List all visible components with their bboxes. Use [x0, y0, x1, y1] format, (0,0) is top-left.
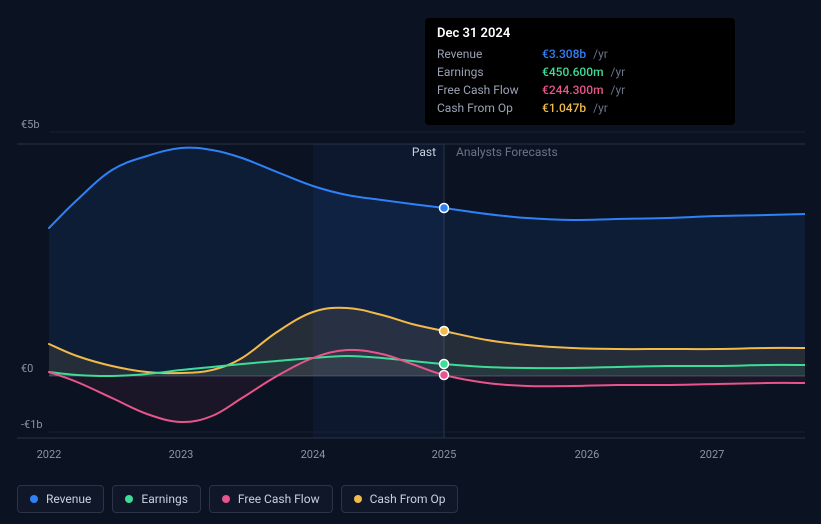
tooltip-row-label: Cash From Op — [437, 99, 542, 117]
tooltip-row: Free Cash Flow€244.300m /yr — [437, 81, 723, 99]
svg-text:2027: 2027 — [700, 448, 725, 461]
chart-tooltip: Dec 31 2024 Revenue€3.308b /yrEarnings€4… — [425, 18, 735, 125]
svg-text:2026: 2026 — [575, 448, 600, 461]
tooltip-title: Dec 31 2024 — [437, 26, 723, 41]
tooltip-row: Earnings€450.600m /yr — [437, 63, 723, 81]
tooltip-row-label: Free Cash Flow — [437, 81, 542, 99]
legend-swatch — [125, 495, 133, 503]
tooltip-row-value: €3.308b /yr — [542, 45, 723, 63]
tooltip-row-value: €1.047b /yr — [542, 99, 723, 117]
legend-item-revenue[interactable]: Revenue — [17, 485, 104, 513]
legend-swatch — [30, 495, 38, 503]
svg-text:€0: €0 — [21, 362, 33, 375]
tooltip-row-value: €244.300m /yr — [542, 81, 723, 99]
tooltip-row-label: Earnings — [437, 63, 542, 81]
legend: Revenue Earnings Free Cash Flow Cash From O… — [17, 485, 458, 513]
tooltip-row: Cash From Op€1.047b /yr — [437, 99, 723, 117]
svg-text:-€1b: -€1b — [21, 418, 43, 431]
svg-text:2022: 2022 — [37, 448, 62, 461]
legend-label: Earnings — [141, 492, 188, 506]
svg-text:2025: 2025 — [432, 448, 457, 461]
legend-label: Free Cash Flow — [238, 492, 320, 506]
tooltip-row-value: €450.600m /yr — [542, 63, 723, 81]
legend-item-fcf[interactable]: Free Cash Flow — [209, 485, 333, 513]
legend-label: Cash From Op — [370, 492, 446, 506]
svg-text:2023: 2023 — [169, 448, 194, 461]
tooltip-table: Revenue€3.308b /yrEarnings€450.600m /yrF… — [437, 45, 723, 117]
legend-swatch — [222, 495, 230, 503]
tooltip-row-label: Revenue — [437, 45, 542, 63]
svg-text:2024: 2024 — [301, 448, 326, 461]
svg-text:€5b: €5b — [21, 118, 40, 131]
legend-label: Revenue — [46, 492, 91, 506]
tooltip-row: Revenue€3.308b /yr — [437, 45, 723, 63]
legend-item-earnings[interactable]: Earnings — [112, 485, 201, 513]
legend-item-cash_from_op[interactable]: Cash From Op — [341, 485, 459, 513]
legend-swatch — [354, 495, 362, 503]
svg-text:Analysts Forecasts: Analysts Forecasts — [456, 145, 558, 159]
svg-text:Past: Past — [412, 145, 436, 159]
